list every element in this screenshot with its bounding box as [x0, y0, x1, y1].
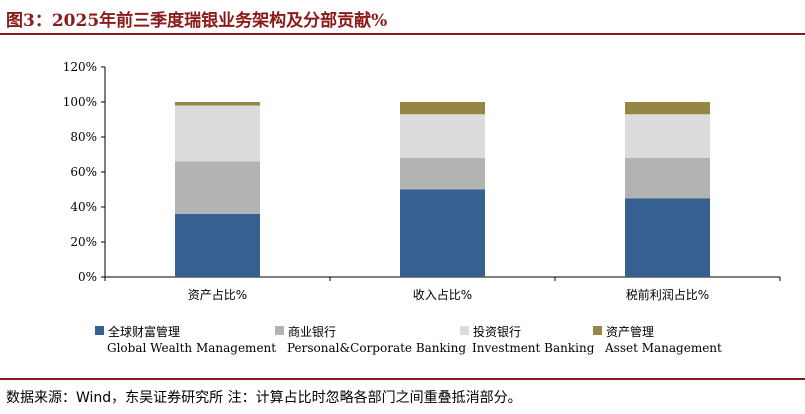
legend-swatch	[275, 326, 284, 335]
legend-label-en: Investment Banking	[472, 341, 595, 355]
x-tick-label: 资产占比%	[188, 287, 247, 302]
y-tick-label: 20%	[70, 235, 97, 249]
figure-title: 图3：2025年前三季度瑞银业务架构及分部贡献%	[6, 11, 388, 31]
bars	[175, 102, 710, 277]
legend-label: 资产管理	[606, 325, 655, 339]
bar-segment	[400, 158, 485, 190]
y-tick-label: 40%	[70, 200, 97, 214]
bar-segment	[400, 114, 485, 158]
y-tick-label: 100%	[63, 95, 97, 109]
legend: 全球财富管理 Global Wealth Management 商业银行 Per…	[95, 323, 795, 357]
bar-segment	[625, 114, 710, 158]
x-tick-label: 收入占比%	[413, 287, 472, 302]
x-tick-label: 税前利润占比%	[626, 287, 709, 302]
legend-label: 投资银行	[473, 325, 522, 339]
stacked-bar-chart: 0% 20% 40% 60% 80% 100% 120% 资产占比% 收入占比% 税前利润占比%	[63, 60, 781, 302]
legend-swatch	[460, 326, 469, 335]
legend-label-en: Asset Management	[605, 341, 722, 355]
source-note: 数据来源：Wind，东吴证券研究所 注：计算占比时忽略各部门之间重叠抵消部分。	[6, 390, 522, 406]
legend-label: 全球财富管理	[108, 325, 181, 339]
legend-swatch	[95, 326, 104, 335]
bar-segment	[175, 214, 260, 277]
source-rule	[0, 378, 805, 380]
bar-segment	[625, 198, 710, 277]
bar-segment	[175, 102, 260, 106]
bar-segment	[400, 189, 485, 277]
axes: 0% 20% 40% 60% 80% 100% 120% 资产占比% 收入占比% 税前利润占比%	[63, 60, 781, 302]
bar-segment	[625, 102, 710, 115]
y-tick-label: 80%	[70, 130, 97, 144]
y-tick-label: 0%	[78, 270, 97, 284]
legend-swatch	[593, 326, 602, 335]
bar-segment	[175, 161, 260, 214]
y-tick-label: 120%	[63, 60, 97, 74]
bar-segment	[400, 102, 485, 115]
legend-label-en: Personal&Corporate Banking	[287, 341, 467, 355]
title-rule	[0, 33, 805, 35]
bar-segment	[625, 158, 710, 199]
y-tick-label: 60%	[70, 165, 97, 179]
legend-label-en: Global Wealth Management	[107, 341, 277, 355]
bar-segment	[175, 105, 260, 162]
legend-label: 商业银行	[288, 325, 337, 339]
